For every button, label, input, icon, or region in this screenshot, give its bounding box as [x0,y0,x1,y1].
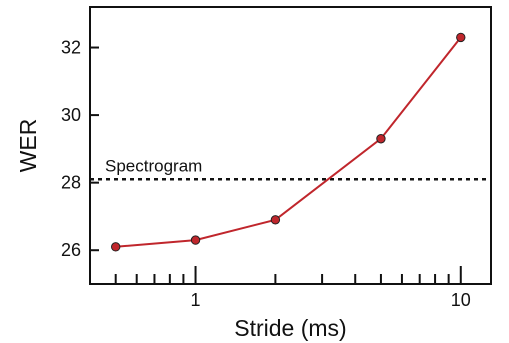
x-tick-label: 10 [451,290,471,310]
y-tick-label: 32 [61,38,81,58]
series-line [115,36,462,248]
y-axis-label: WER [15,119,41,173]
series-group [111,32,466,252]
plot-frame [89,6,492,285]
x-axis-label: Stride (ms) [234,315,346,341]
y-tick-label: 28 [61,173,81,193]
y-tick-label: 26 [61,240,81,260]
spectrogram-reference-label: Spectrogram [105,156,202,175]
data-point [376,134,386,144]
x-tick-label: 1 [191,290,201,310]
data-point [111,242,121,252]
y-tick-label: 30 [61,105,81,125]
data-point [190,235,201,245]
plot-axes: 26 28 30 32 1 10 [61,6,492,310]
reference-line-group: Spectrogram [90,156,491,181]
data-point [456,32,466,43]
data-point [270,215,281,225]
